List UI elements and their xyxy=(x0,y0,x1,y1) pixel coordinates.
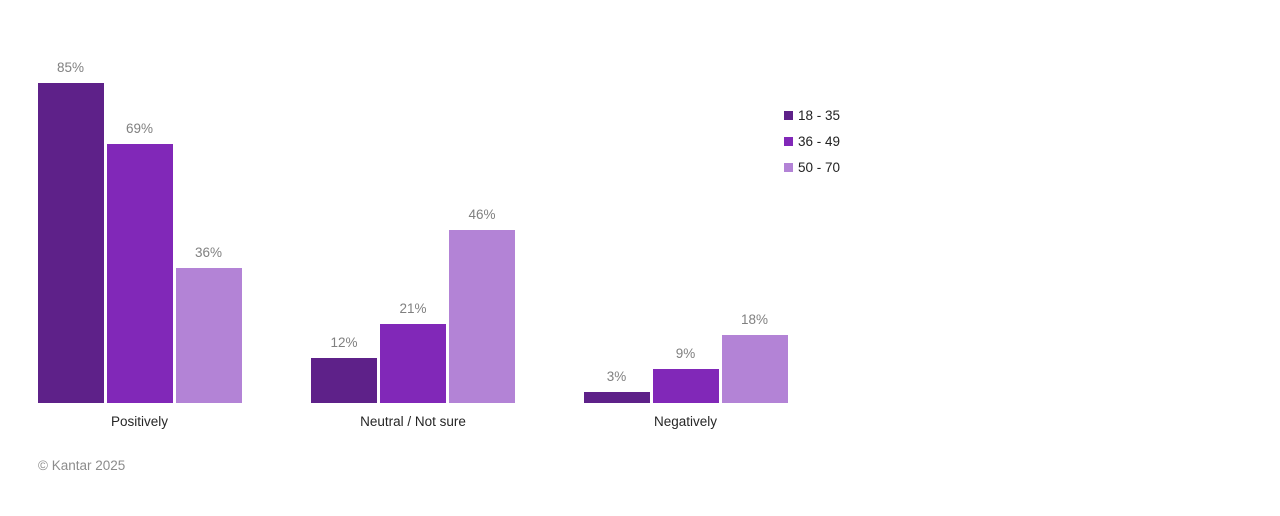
legend-item[interactable]: 36 - 49 xyxy=(784,128,840,154)
bar[interactable] xyxy=(106,144,173,403)
bar[interactable] xyxy=(721,335,788,403)
category-label: Negatively xyxy=(653,414,718,429)
legend: 18 - 35 36 - 49 50 - 70 xyxy=(784,102,840,180)
bar[interactable] xyxy=(380,324,446,403)
bar-value-label: 69% xyxy=(125,121,154,136)
bar-value-label: 36% xyxy=(194,245,223,260)
bar[interactable] xyxy=(583,392,650,403)
copyright-text: © Kantar 2025 xyxy=(38,458,126,473)
bar[interactable] xyxy=(37,83,104,403)
bar[interactable] xyxy=(175,268,242,403)
legend-label: 36 - 49 xyxy=(798,133,841,149)
bar-value-label: 12% xyxy=(330,335,358,350)
legend-label: 18 - 35 xyxy=(798,107,841,123)
bar-value-label: 21% xyxy=(399,301,427,316)
category-label: Neutral / Not sure xyxy=(360,414,466,429)
legend-label: 50 - 70 xyxy=(798,159,841,175)
bar-value-label: 85% xyxy=(56,60,85,75)
bar-value-label: 3% xyxy=(606,369,627,384)
legend-swatch-icon xyxy=(784,162,793,172)
bar-value-label: 46% xyxy=(468,207,496,222)
category-label: Positively xyxy=(110,414,169,429)
bar[interactable] xyxy=(652,369,719,403)
bar-value-label: 9% xyxy=(675,346,696,361)
legend-swatch-icon xyxy=(784,110,793,120)
legend-item[interactable]: 18 - 35 xyxy=(784,102,840,128)
bar[interactable] xyxy=(449,230,515,403)
bar-value-label: 18% xyxy=(740,312,769,327)
bar[interactable] xyxy=(311,358,377,403)
legend-item[interactable]: 50 - 70 xyxy=(784,154,840,180)
legend-swatch-icon xyxy=(784,136,793,146)
